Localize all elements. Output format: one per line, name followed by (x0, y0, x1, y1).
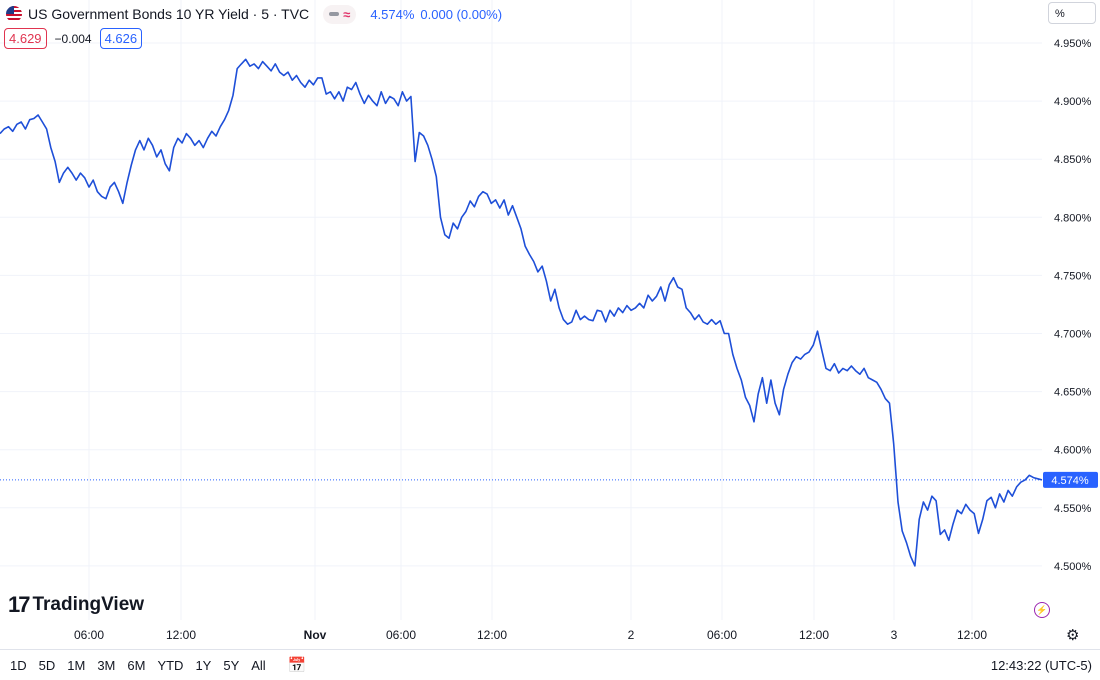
y-tick-label: 4.550% (1054, 503, 1092, 515)
bottom-toolbar: 1D 5D 1M 3M 6M YTD 1Y 5Y All 📅 12:43:22 … (0, 649, 1100, 680)
x-axis: 06:00 12:00 Nov 06:00 12:00 2 06:00 12:00 3 12:00 (74, 628, 987, 642)
tradingview-mark-icon: 17 (8, 592, 31, 617)
chart-header: US Government Bonds 10 YR Yield · 5 · TV… (0, 0, 1040, 28)
y-axis: 4.950% 4.900% 4.850% 4.800% 4.750% 4.700% 4.65… (1054, 38, 1092, 573)
y-tick-label: 4.850% (1054, 154, 1092, 166)
y-tick-label: 4.650% (1054, 387, 1092, 399)
symbol-title[interactable]: US Government Bonds 10 YR Yield · 5 · TV… (28, 6, 310, 22)
range-3m[interactable]: 3M (97, 657, 116, 673)
us-flag-icon (6, 6, 22, 22)
range-all[interactable]: All (251, 657, 266, 673)
market-status-pills[interactable]: ≈ (323, 4, 357, 24)
bid-button[interactable]: 4.629 (4, 28, 47, 49)
spread-value: −0.004 (54, 31, 92, 46)
range-6m[interactable]: 6M (127, 657, 146, 673)
quote-readout: 4.574% 0.000 (0.00%) (370, 7, 502, 22)
y-tick-label: 4.500% (1054, 561, 1092, 573)
quote-value: 4.574% (370, 6, 415, 22)
range-1d[interactable]: 1D (10, 657, 27, 673)
range-1y[interactable]: 1Y (195, 657, 212, 673)
clock-readout[interactable]: 12:43:22 (UTC-5) (990, 658, 1092, 673)
last-price-label: 4.574% (1043, 471, 1098, 488)
gear-icon[interactable]: ⚙ (1066, 627, 1080, 644)
x-tick-label: 06:00 (74, 628, 104, 642)
price-chart[interactable]: 4.950% 4.900% 4.850% 4.800% 4.750% 4.700% 4.65… (0, 0, 1100, 649)
tradingview-logo[interactable]: 17 TradingView (8, 592, 144, 618)
y-tick-label: 4.950% (1054, 38, 1092, 50)
lightning-icon[interactable]: ⚡ (1034, 602, 1050, 618)
status-dash-icon (329, 12, 340, 16)
y-tick-label: 4.750% (1054, 270, 1092, 282)
unit-selector[interactable]: % (1048, 2, 1096, 24)
ask-button[interactable]: 4.626 (99, 28, 143, 49)
bid-ask-row: 4.629 −0.004 4.626 (4, 28, 143, 49)
quote-change: 0.000 (0.00%) (420, 6, 503, 22)
range-ytd[interactable]: YTD (157, 657, 184, 673)
svg-text:4.574%: 4.574% (1051, 475, 1089, 487)
y-tick-label: 4.800% (1054, 212, 1092, 224)
range-5d[interactable]: 5D (38, 657, 56, 673)
x-tick-label: 06:00 (386, 628, 416, 642)
x-tick-label: 06:00 (707, 628, 737, 642)
tradingview-wordmark: TradingView (32, 594, 145, 615)
x-tick-label: 12:00 (799, 628, 829, 642)
x-tick-label: 2 (628, 628, 635, 642)
approx-icon: ≈ (343, 6, 351, 22)
gridlines (0, 0, 1042, 620)
plot-area[interactable] (0, 0, 1042, 620)
x-tick-label: Nov (304, 628, 327, 642)
y-tick-label: 4.600% (1054, 445, 1092, 457)
calendar-goto-icon[interactable]: 📅 (287, 657, 307, 674)
y-tick-label: 4.700% (1054, 329, 1092, 341)
range-1m[interactable]: 1M (67, 657, 86, 673)
range-5y[interactable]: 5Y (223, 657, 240, 673)
x-tick-label: 12:00 (957, 628, 987, 642)
x-tick-label: 3 (891, 628, 898, 642)
y-tick-label: 4.900% (1054, 96, 1092, 108)
x-tick-label: 12:00 (477, 628, 507, 642)
series-line-us10y (0, 58, 1043, 567)
x-tick-label: 12:00 (166, 628, 196, 642)
